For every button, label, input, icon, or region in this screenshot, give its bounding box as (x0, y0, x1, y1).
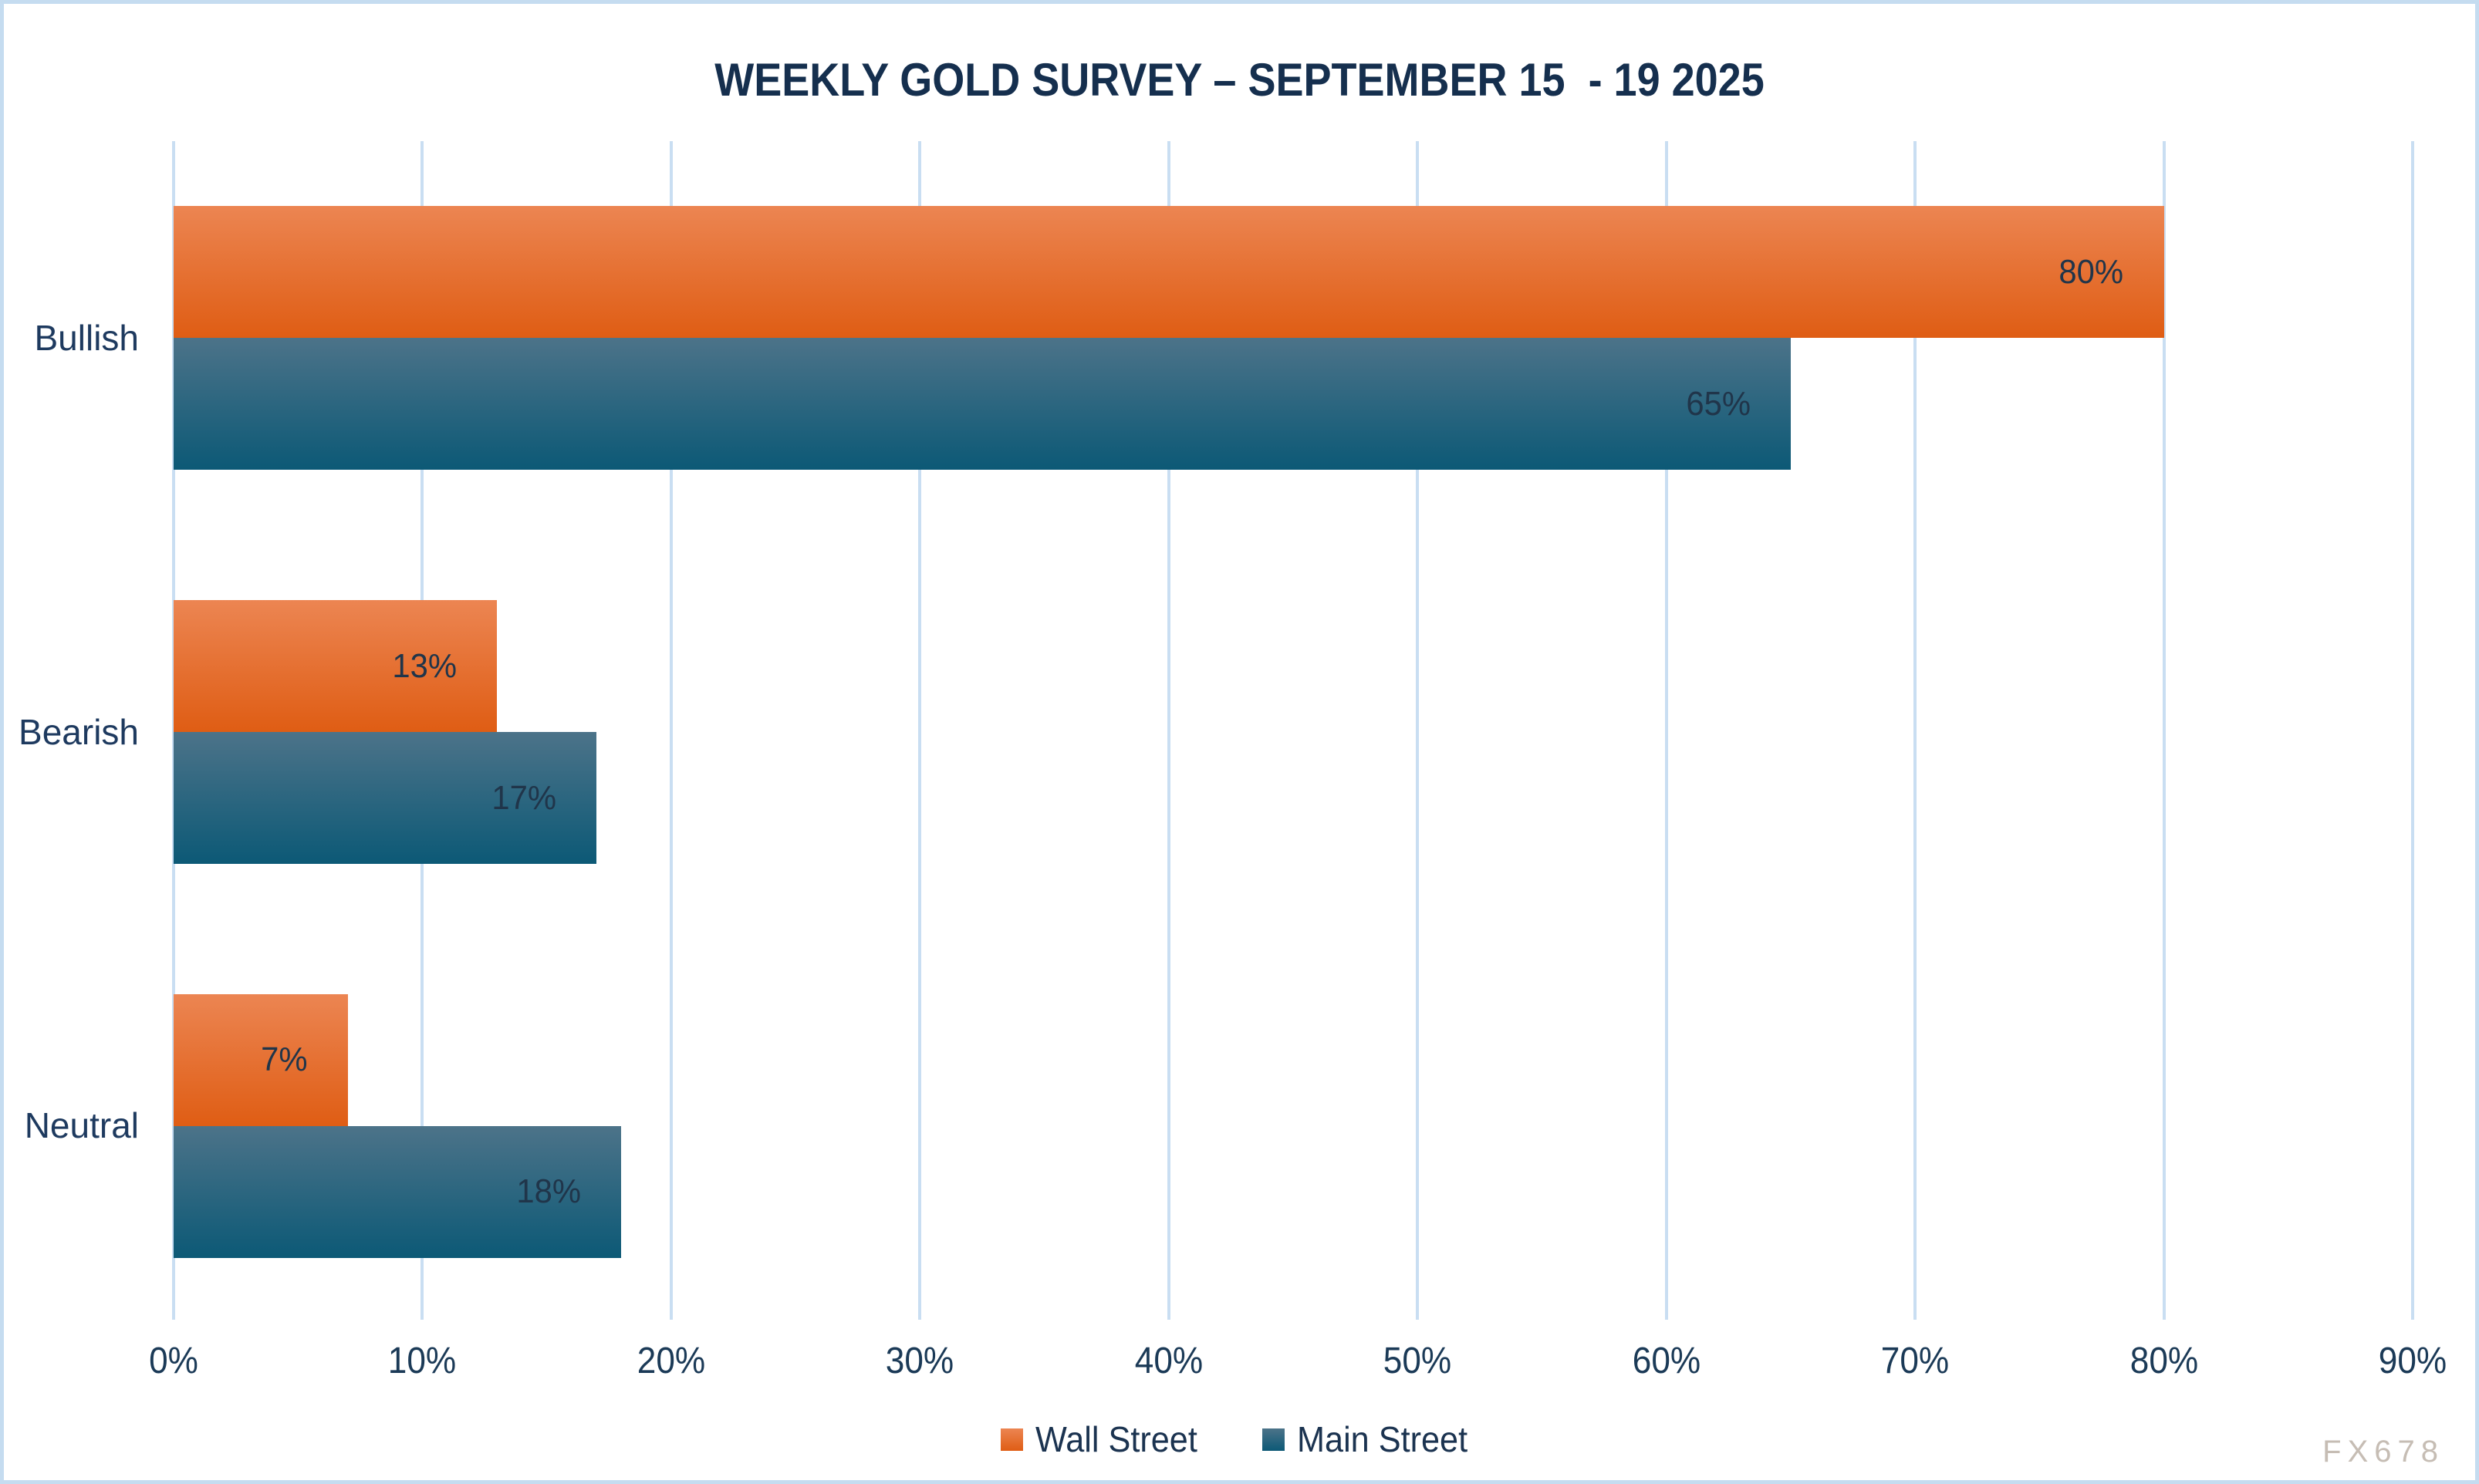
bar-value-label: 7% (261, 1040, 308, 1079)
gridline (1416, 141, 1420, 1320)
gridline (1664, 141, 1668, 1320)
bar-bullish-main-street: 65% (174, 338, 1791, 470)
x-tick-label: 40% (1134, 1341, 1203, 1381)
bar-value-label: 13% (392, 646, 458, 685)
bar-value-label: 17% (491, 778, 557, 817)
x-tick-label: 80% (2129, 1341, 2198, 1381)
chart-title: WEEKLY GOLD SURVEY – SEPTEMBER 15 - 19 2… (714, 54, 1765, 106)
bar-bearish-wall-street: 13% (174, 600, 498, 732)
gridline (918, 141, 922, 1320)
bar-bullish-wall-street: 80% (174, 206, 2164, 339)
watermark: FX678 (2322, 1435, 2444, 1469)
bar-value-label: 65% (1686, 384, 1751, 423)
gridline (1913, 141, 1917, 1320)
gridline (1167, 141, 1170, 1320)
category-label-neutral: Neutral (24, 1105, 139, 1145)
wall-street-swatch-icon (1001, 1428, 1024, 1451)
gridline (669, 141, 673, 1320)
x-tick-label: 0% (149, 1341, 198, 1381)
bar-neutral-wall-street: 7% (174, 993, 348, 1126)
legend-item-wall-street: Wall Street (1001, 1418, 1207, 1460)
x-tick-label: 70% (1880, 1341, 1950, 1381)
legend-item-main-street: Main Street (1261, 1418, 1478, 1460)
x-tick-label: 20% (637, 1341, 706, 1381)
legend-label-wall-street: Wall Street (1035, 1419, 1198, 1459)
legend-label-main-street: Main Street (1296, 1419, 1467, 1459)
bar-neutral-main-street: 18% (174, 1125, 622, 1258)
bar-value-label: 80% (2059, 252, 2124, 291)
gridline (2162, 141, 2166, 1320)
x-tick-label: 50% (1383, 1341, 1452, 1381)
x-tick-label: 90% (2378, 1341, 2447, 1381)
plot-area: 80% 65% 13% 17% 7% 18% (172, 141, 2414, 1323)
main-street-swatch-icon (1261, 1428, 1285, 1451)
legend: Wall Street Main Street (4, 1418, 2475, 1460)
x-tick-label: 60% (1632, 1341, 1701, 1381)
category-label-bullish: Bullish (34, 318, 139, 358)
bar-bearish-main-street: 17% (174, 732, 597, 864)
x-tick-label: 30% (886, 1341, 954, 1381)
x-tick-label: 10% (388, 1341, 457, 1381)
category-label-bearish: Bearish (19, 712, 139, 752)
gridline (2411, 141, 2414, 1320)
bar-value-label: 18% (516, 1172, 582, 1211)
